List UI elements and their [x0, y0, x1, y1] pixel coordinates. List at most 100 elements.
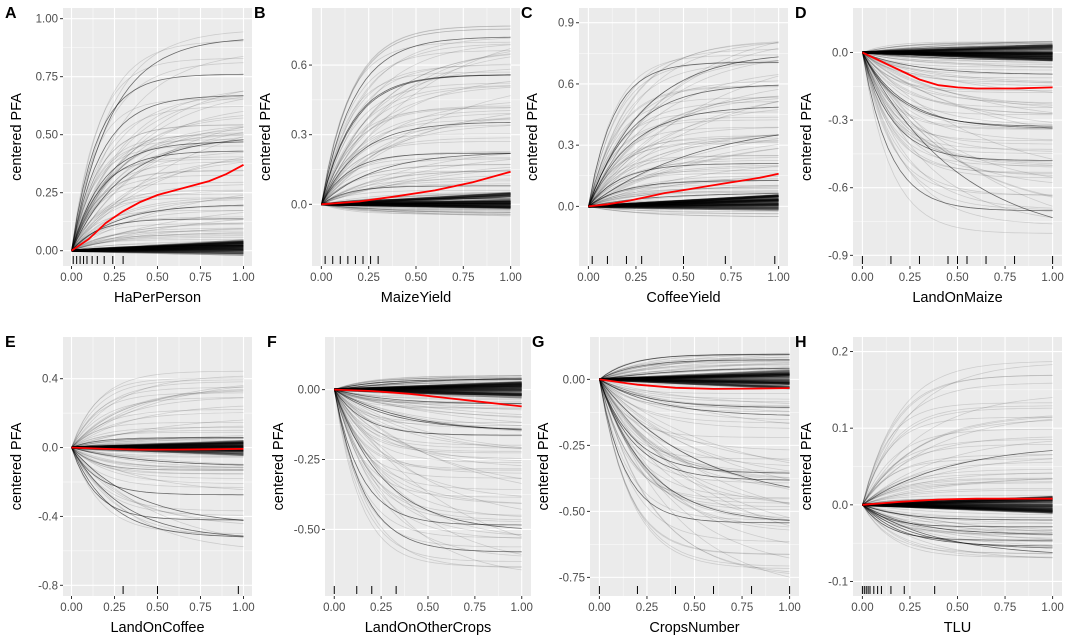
- ice-curve: [333, 389, 522, 538]
- ice-curve: [862, 502, 1053, 506]
- ice-curve: [71, 240, 244, 252]
- ice-curve: [599, 360, 790, 380]
- ice-curve: [71, 447, 244, 457]
- ice-curve: [599, 357, 790, 380]
- ice-curve: [588, 185, 779, 207]
- ice-curve: [862, 504, 1053, 521]
- ice-curve: [71, 132, 244, 251]
- ice-curve: [71, 447, 244, 475]
- y-tick-label: -0.75: [559, 572, 585, 584]
- ice-curve: [588, 198, 779, 208]
- ice-curve: [71, 447, 244, 522]
- ice-curve: [588, 41, 779, 207]
- ice-curve: [862, 52, 1053, 67]
- x-tick-label: 0.25: [357, 272, 379, 284]
- ice-curve: [862, 51, 1053, 62]
- ice-curve: [333, 389, 522, 517]
- ice-curve: [862, 40, 1053, 53]
- ice-curve: [599, 379, 790, 425]
- ice-curve: [862, 503, 1053, 512]
- ice-curve: [334, 377, 522, 390]
- ice-curve: [71, 446, 244, 448]
- y-tick-label: -0.1: [828, 576, 848, 588]
- ice-curve: [71, 377, 244, 448]
- ice-curve: [588, 126, 779, 207]
- ice-curve: [71, 243, 244, 252]
- ice-curve: [862, 52, 1053, 75]
- ice-curve: [321, 170, 511, 205]
- panel-letter: H: [795, 334, 807, 351]
- ice-curves: [599, 352, 790, 578]
- ice-curve: [71, 136, 244, 251]
- ice-curve: [71, 447, 244, 471]
- ice-curve: [333, 389, 522, 467]
- ice-curve: [321, 178, 511, 205]
- ice-curve: [862, 52, 1053, 68]
- ice-curve: [588, 134, 779, 207]
- ice-curve: [71, 162, 244, 251]
- ice-curve: [321, 169, 511, 205]
- ice-curve: [588, 62, 779, 207]
- ice-curve: [71, 248, 244, 252]
- ice-curve: [71, 440, 244, 448]
- ice-curve: [71, 445, 244, 448]
- ice-curve: [334, 389, 522, 450]
- ice-curve: [862, 472, 1053, 506]
- ice-curve: [862, 52, 1053, 129]
- ice-curve: [862, 504, 1053, 555]
- ice-curve: [71, 241, 244, 252]
- ice-curve: [71, 223, 244, 252]
- pdp-line: [862, 497, 1053, 506]
- ice-curve: [321, 53, 511, 205]
- ice-curve: [862, 52, 1053, 91]
- ice-curve: [862, 47, 1053, 54]
- ice-curve: [71, 190, 244, 251]
- ice-curve: [588, 164, 779, 207]
- ice-curve: [321, 203, 511, 209]
- ice-curve: [321, 203, 511, 213]
- ice-curve: [334, 379, 522, 390]
- ice-curve: [862, 504, 1053, 531]
- ice-curve: [71, 133, 244, 251]
- ice-curve: [862, 503, 1053, 511]
- ice-curve: [599, 379, 790, 500]
- ice-curve: [599, 378, 790, 384]
- ice-curve: [588, 75, 779, 207]
- ice-curve: [599, 379, 790, 528]
- ice-curve: [334, 384, 522, 390]
- ice-curve: [862, 503, 1053, 513]
- ice-curve: [588, 89, 779, 207]
- ice-curve: [71, 98, 244, 251]
- x-tick-label: 0.25: [103, 272, 125, 284]
- ice-curve: [862, 503, 1053, 507]
- ice-curve: [862, 52, 1053, 79]
- ice-curve: [71, 444, 244, 449]
- x-tick-label: 0.75: [189, 602, 211, 614]
- ice-curve: [599, 379, 790, 479]
- ice-curve: [588, 134, 779, 207]
- y-axis-title: centered PFA: [525, 93, 541, 181]
- x-axis-title: HaPerPerson: [114, 290, 201, 306]
- ice-curve: [71, 375, 244, 448]
- ice-curve: [71, 237, 244, 252]
- ice-curve: [71, 241, 244, 252]
- ice-curve: [862, 52, 1053, 219]
- ice-curve: [599, 379, 790, 478]
- ice-curve: [71, 447, 244, 521]
- ice-curve: [71, 233, 244, 252]
- ice-curve: [71, 95, 244, 251]
- ice-curve: [71, 447, 244, 469]
- y-axis-title: centered PFA: [9, 422, 25, 510]
- ice-curve: [599, 373, 790, 381]
- ice-curve: [588, 202, 779, 207]
- ice-curve: [333, 389, 522, 548]
- ice-curve: [599, 374, 790, 381]
- ice-curve: [71, 245, 244, 252]
- ice-curve: [599, 379, 790, 409]
- ice-curve: [862, 52, 1053, 130]
- y-tick-label: -0.9: [828, 250, 848, 262]
- ice-curve: [71, 442, 244, 449]
- ice-curve: [862, 52, 1053, 161]
- ice-curve: [862, 51, 1053, 60]
- ice-curve: [71, 440, 244, 449]
